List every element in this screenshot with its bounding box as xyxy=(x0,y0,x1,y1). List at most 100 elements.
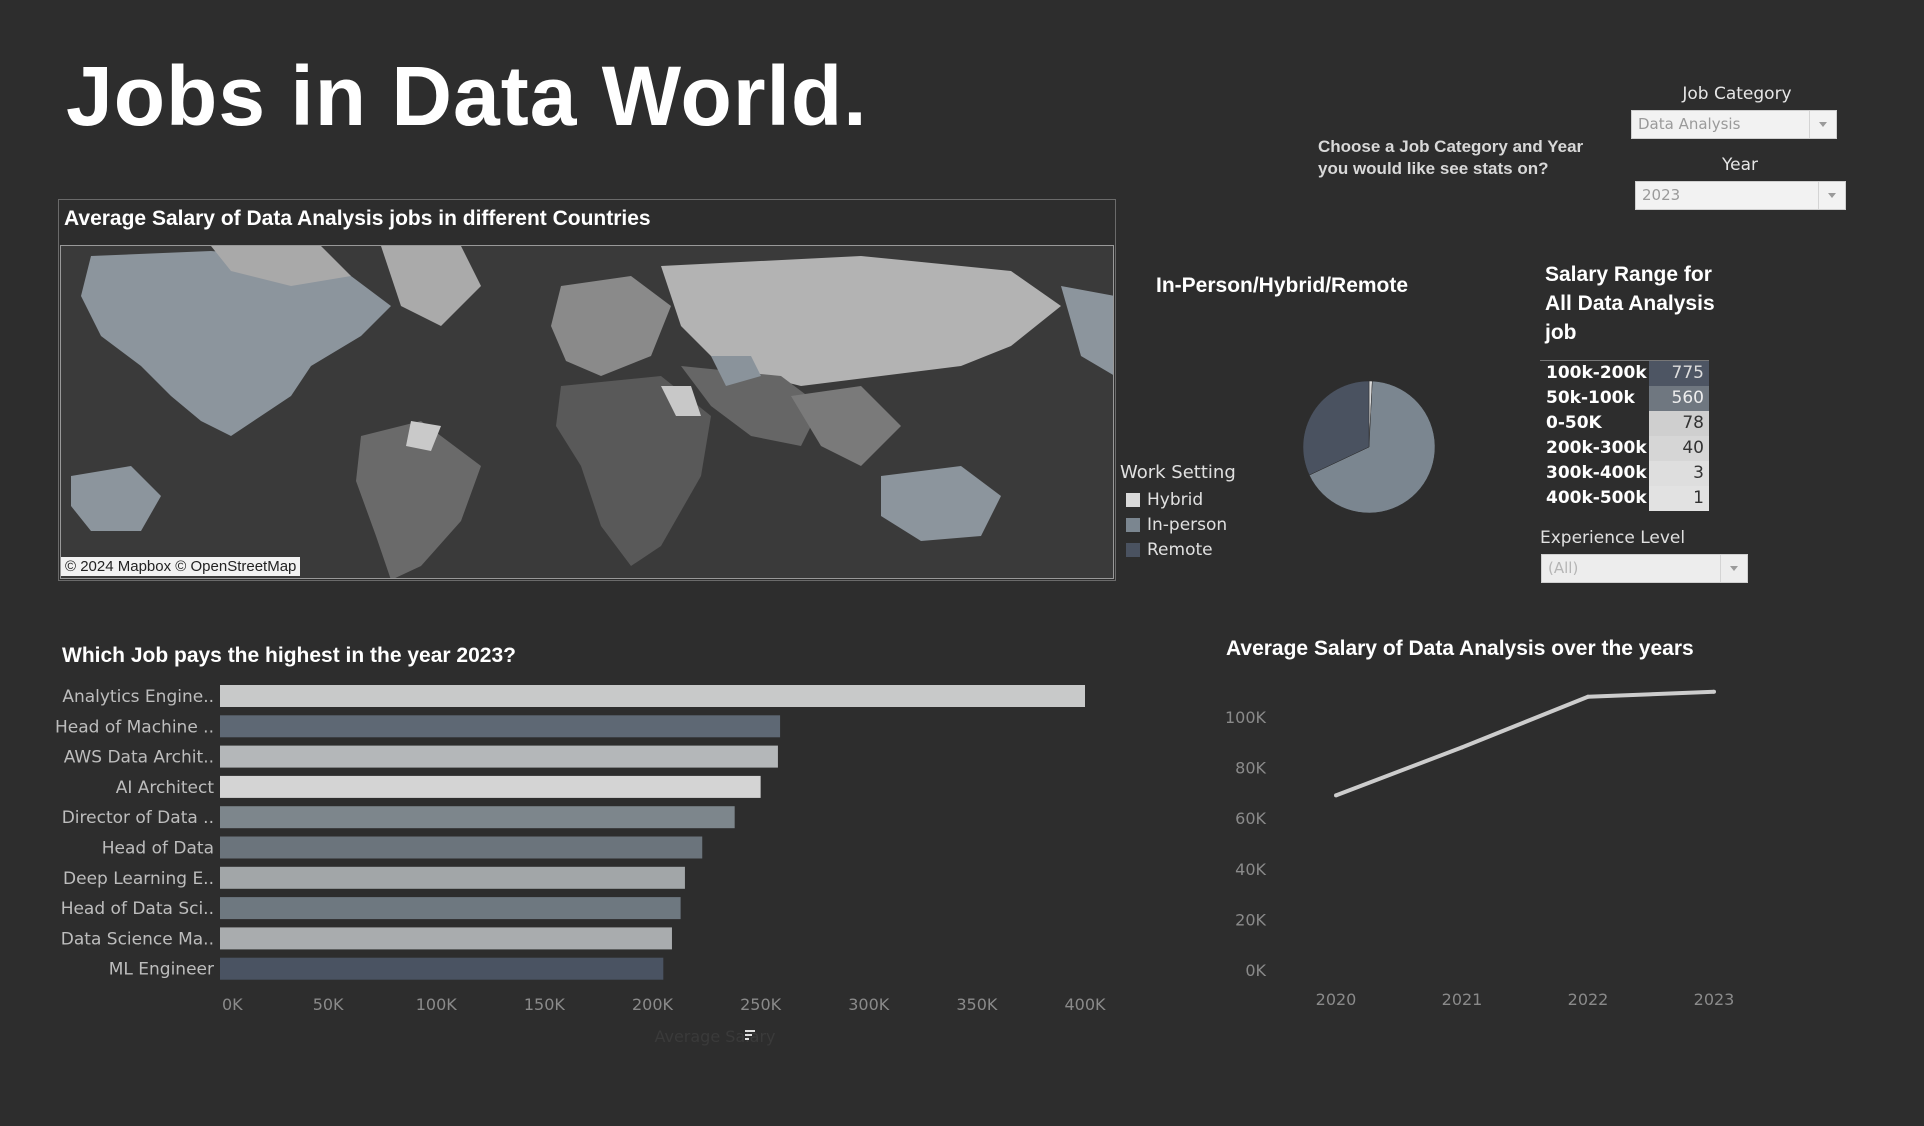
legend-swatch xyxy=(1126,518,1140,532)
job-category-select[interactable]: Data Analysis xyxy=(1631,110,1837,139)
legend-swatch xyxy=(1126,493,1140,507)
bar[interactable] xyxy=(220,685,1085,707)
bar-category-label: AI Architect xyxy=(116,778,215,798)
chevron-down-icon[interactable] xyxy=(1720,555,1747,582)
x-tick-label: 2021 xyxy=(1442,990,1483,1009)
line-series[interactable] xyxy=(1335,689,1715,798)
range-label: 0-50K xyxy=(1546,413,1602,433)
legend-item-in-person[interactable]: In-person xyxy=(1126,515,1227,535)
range-count: 775 xyxy=(1649,361,1709,386)
bar[interactable] xyxy=(220,927,672,950)
table-row[interactable]: 100k-200k 775 xyxy=(1540,361,1709,386)
world-map[interactable] xyxy=(60,245,1114,579)
x-tick-label: 250K xyxy=(740,995,782,1014)
bar-category-label: Director of Data .. xyxy=(62,808,214,828)
table-row[interactable]: 400k-500k 1 xyxy=(1540,486,1709,511)
range-label: 300k-400k xyxy=(1546,463,1647,483)
table-row[interactable]: 200k-300k 40 xyxy=(1540,436,1709,461)
y-tick-label: 100K xyxy=(1225,708,1267,727)
table-row[interactable]: 0-50K 78 xyxy=(1540,411,1709,436)
bar-category-label: Head of Machine .. xyxy=(55,717,214,737)
x-tick-label: 350K xyxy=(956,995,998,1014)
pie-slice-in-person[interactable] xyxy=(1308,380,1436,514)
range-label: 50k-100k xyxy=(1546,388,1635,408)
bar-category-label: Analytics Engine.. xyxy=(62,687,214,707)
x-tick-label: 0K xyxy=(222,995,243,1014)
bar-category-label: Deep Learning E.. xyxy=(63,869,214,889)
line-point[interactable] xyxy=(1334,793,1338,798)
bar-category-label: ML Engineer xyxy=(109,960,214,980)
bar-chart[interactable]: Analytics Engine.. Head of Machine .. AWS … xyxy=(40,672,1120,1052)
bar[interactable] xyxy=(220,836,703,859)
experience-level-label: Experience Level xyxy=(1540,528,1686,548)
range-count: 40 xyxy=(1649,436,1709,461)
range-count: 3 xyxy=(1649,461,1709,486)
job-category-value: Data Analysis xyxy=(1638,115,1741,133)
x-tick-label: 200K xyxy=(632,995,674,1014)
pie-slice-remote[interactable] xyxy=(1302,380,1370,476)
bar[interactable] xyxy=(220,897,681,920)
x-tick-label: 2020 xyxy=(1316,990,1357,1009)
bar[interactable] xyxy=(220,806,735,829)
y-tick-label: 40K xyxy=(1235,860,1266,879)
salary-range-title: Salary Range for All Data Analysis job xyxy=(1545,263,1715,344)
job-category-label: Job Category xyxy=(1682,84,1792,104)
x-tick-label: 400K xyxy=(1064,995,1106,1014)
map-credit: © 2024 Mapbox © OpenStreetMap xyxy=(61,557,301,576)
bar[interactable] xyxy=(220,957,664,980)
legend-item-remote[interactable]: Remote xyxy=(1126,540,1213,560)
y-tick-label: 80K xyxy=(1235,759,1266,778)
x-tick-label: 100K xyxy=(416,995,458,1014)
bar[interactable] xyxy=(220,745,778,768)
map-panel xyxy=(58,199,1116,581)
experience-level-select[interactable]: (All) xyxy=(1541,554,1748,583)
bar[interactable] xyxy=(220,715,781,738)
range-label: 100k-200k xyxy=(1546,363,1647,383)
page-title: Jobs in Data World. xyxy=(66,49,868,143)
sort-icon[interactable] xyxy=(745,1030,755,1040)
year-select[interactable]: 2023 xyxy=(1635,181,1846,210)
year-label: Year xyxy=(1722,155,1758,175)
world-map-graphic xyxy=(61,246,1113,578)
range-count: 78 xyxy=(1649,411,1709,436)
salary-range-table: 100k-200k 775 50k-100k 560 0-50K 78 200k… xyxy=(1540,360,1709,511)
y-tick-label: 60K xyxy=(1235,809,1266,828)
filter-prompt: Choose a Job Category and Year you would… xyxy=(1318,137,1584,178)
table-row[interactable]: 50k-100k 560 xyxy=(1540,386,1709,411)
chevron-down-icon[interactable] xyxy=(1809,111,1836,138)
line-point[interactable] xyxy=(1460,745,1464,750)
legend-title: Work Setting xyxy=(1120,462,1236,483)
legend-label: Remote xyxy=(1147,540,1213,560)
line-chart-title: Average Salary of Data Analysis over the… xyxy=(1226,637,1694,660)
table-row[interactable]: 300k-400k 3 xyxy=(1540,461,1709,486)
range-label: 200k-300k xyxy=(1546,438,1647,458)
range-count: 1 xyxy=(1649,486,1709,511)
line-point[interactable] xyxy=(1712,689,1716,694)
range-count: 560 xyxy=(1649,386,1709,411)
bar-category-label: AWS Data Archit.. xyxy=(64,748,214,768)
x-tick-label: 50K xyxy=(313,995,344,1014)
bar[interactable] xyxy=(220,775,761,798)
line-point[interactable] xyxy=(1586,694,1590,699)
bar-category-label: Head of Data Sci.. xyxy=(61,899,214,919)
year-value: 2023 xyxy=(1642,186,1681,204)
chevron-down-icon[interactable] xyxy=(1818,182,1845,209)
legend-swatch xyxy=(1126,543,1140,557)
legend-item-hybrid[interactable]: Hybrid xyxy=(1126,490,1203,510)
experience-level-value: (All) xyxy=(1548,559,1579,577)
y-tick-label: 20K xyxy=(1235,910,1266,929)
work-setting-pie[interactable] xyxy=(1296,374,1442,520)
x-axis-label: Average Salary xyxy=(654,1027,775,1046)
x-tick-label: 2022 xyxy=(1568,990,1609,1009)
x-tick-label: 300K xyxy=(848,995,890,1014)
map-title: Average Salary of Data Analysis jobs in … xyxy=(64,207,651,230)
legend-label: Hybrid xyxy=(1147,490,1204,510)
bar[interactable] xyxy=(220,866,685,889)
pie-title: In-Person/Hybrid/Remote xyxy=(1156,274,1409,297)
bar-category-label: Head of Data xyxy=(102,839,214,859)
legend-label: In-person xyxy=(1147,515,1228,535)
bar-category-label: Data Science Ma.. xyxy=(61,929,214,949)
x-tick-label: 2023 xyxy=(1694,990,1735,1009)
line-chart[interactable]: 0K 20K 40K 60K 80K 100K 2020 2021 2022 2023 xyxy=(1200,672,1760,1022)
bar-chart-title: Which Job pays the highest in the year 2… xyxy=(62,644,516,667)
